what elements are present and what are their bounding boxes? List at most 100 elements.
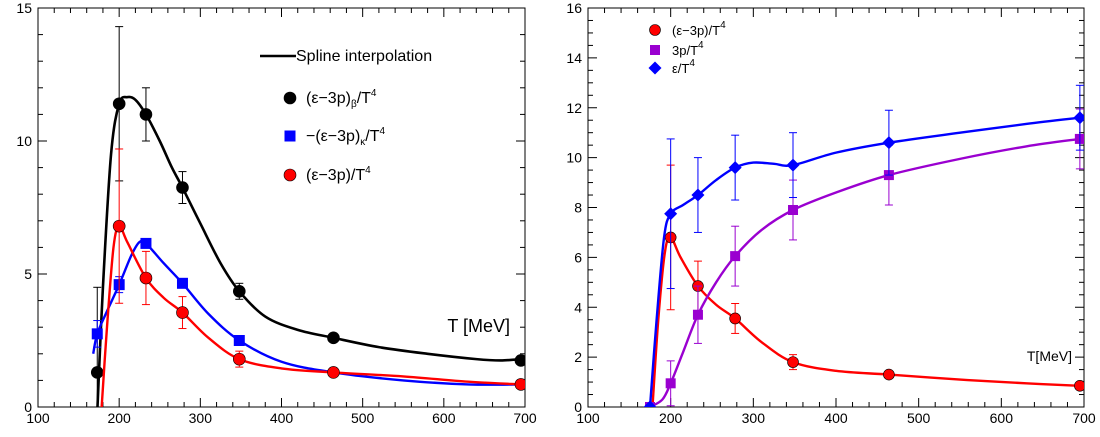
data-point [786, 158, 800, 172]
x-tick-label: 400 [270, 410, 294, 426]
right-chart: 100 200 300 400 500 600 700 0 2 4 6 8 10 12 14 16 T[MeV]… [566, 0, 1095, 426]
x-tick-label: 700 [513, 410, 537, 426]
series-spline-line [649, 137, 1081, 407]
x-axis-title: T [MeV] [447, 316, 510, 336]
x-tick-label: 500 [351, 410, 375, 426]
legend-marker-swatch [283, 168, 297, 182]
legend-marker-swatch [649, 24, 661, 36]
left-chart: 100 200 300 400 500 600 700 0 5 10 15 T [MeV] Spline… [16, 0, 537, 426]
y-tick-label: 6 [574, 249, 582, 265]
legend: (ε−3p)/T4 3p/T4ε/T4 [648, 20, 726, 76]
legend-label: ε/T4 [672, 58, 695, 76]
data-point [90, 366, 104, 379]
data-point [112, 219, 126, 233]
data-point [728, 161, 742, 175]
data-point [176, 277, 188, 289]
series-spline-line [96, 95, 522, 407]
series-2 [643, 84, 1084, 407]
legend-label: −(ε−3p)κ/T4 [306, 126, 386, 148]
data-point [1073, 111, 1084, 125]
y-tick-label: 0 [574, 399, 582, 415]
x-tick-label: 700 [1072, 410, 1096, 426]
data-point [176, 181, 189, 194]
y-tick-label: 10 [566, 150, 582, 166]
x-tick-label: 100 [26, 410, 50, 426]
y-tick-label: 0 [24, 399, 32, 415]
y-tick-label: 10 [16, 133, 32, 149]
series-0 [651, 164, 1084, 407]
plot-frame [37, 7, 526, 408]
legend-marker-swatch [650, 45, 660, 55]
x-tick-label: 600 [990, 410, 1014, 426]
x-axis-title: T[MeV] [1027, 348, 1072, 364]
x-tick-label: 600 [432, 410, 456, 426]
data-point [664, 207, 678, 221]
x-tick-label: 500 [907, 410, 931, 426]
series-spline-line [651, 236, 1080, 407]
x-tick-label: 400 [824, 410, 848, 426]
x-tick-label: 200 [107, 410, 131, 426]
legend-item: (ε−3p)β/T4 [283, 88, 377, 110]
plot-frame [587, 7, 1085, 408]
legend-label: (ε−3p)β/T4 [306, 88, 377, 110]
series-1 [91, 237, 521, 386]
series-spline-line [92, 239, 521, 386]
data-point [692, 309, 703, 320]
x-tick-label: 300 [189, 410, 213, 426]
series-spline-line [648, 116, 1081, 407]
plot-area [90, 26, 525, 407]
data-point [140, 237, 152, 249]
data-point [233, 335, 245, 346]
data-point [1074, 380, 1084, 392]
data-point [787, 356, 799, 368]
data-point [139, 108, 153, 121]
series-0 [90, 26, 525, 407]
data-point [327, 331, 340, 345]
legend-item: −(ε−3p)κ/T4 [284, 126, 386, 148]
legend-item: (ε−3p)/T4 [649, 20, 726, 38]
plot-area [643, 84, 1084, 407]
legend-item: ε/T4 [648, 58, 695, 76]
y-tick-label: 16 [566, 0, 582, 16]
legend-item: 3p/T4 [650, 40, 704, 58]
legend-marker-swatch [648, 61, 662, 75]
data-point [691, 188, 705, 202]
data-point [91, 328, 103, 340]
data-point [514, 378, 525, 391]
y-tick-label: 2 [574, 349, 582, 365]
data-point [232, 284, 246, 298]
data-point [232, 352, 246, 366]
data-point [112, 97, 126, 111]
legend: Spline interpolation (ε−3p)β/T4 −(ε−3p)κ/T… [260, 48, 432, 184]
y-tick-label: 4 [574, 299, 582, 315]
data-point [883, 368, 895, 381]
data-point [643, 400, 657, 407]
legend-marker-swatch [283, 91, 297, 105]
data-point [788, 204, 799, 215]
legend-marker-swatch [284, 130, 296, 142]
y-tick-label: 12 [566, 100, 582, 116]
data-point [882, 136, 896, 150]
y-tick-label: 8 [574, 200, 582, 216]
series-1 [645, 108, 1084, 407]
legend-label: (ε−3p)/T4 [672, 20, 726, 38]
data-point [514, 354, 525, 367]
data-point [729, 312, 741, 325]
data-point [327, 366, 340, 379]
legend-label: (ε−3p)/T4 [306, 165, 371, 184]
legend-label: Spline interpolation [296, 48, 432, 65]
data-point [665, 378, 676, 389]
legend-label: 3p/T4 [672, 40, 704, 58]
x-tick-label: 200 [659, 410, 683, 426]
data-point [139, 271, 153, 285]
data-point [730, 251, 741, 262]
legend-item: (ε−3p)/T4 [283, 165, 371, 184]
y-tick-label: 14 [566, 50, 582, 66]
data-point [176, 306, 189, 319]
legend-item: Spline interpolation [260, 48, 432, 65]
x-tick-label: 100 [576, 410, 600, 426]
y-tick-label: 15 [16, 0, 32, 16]
y-tick-label: 5 [24, 266, 32, 282]
x-tick-label: 300 [742, 410, 766, 426]
